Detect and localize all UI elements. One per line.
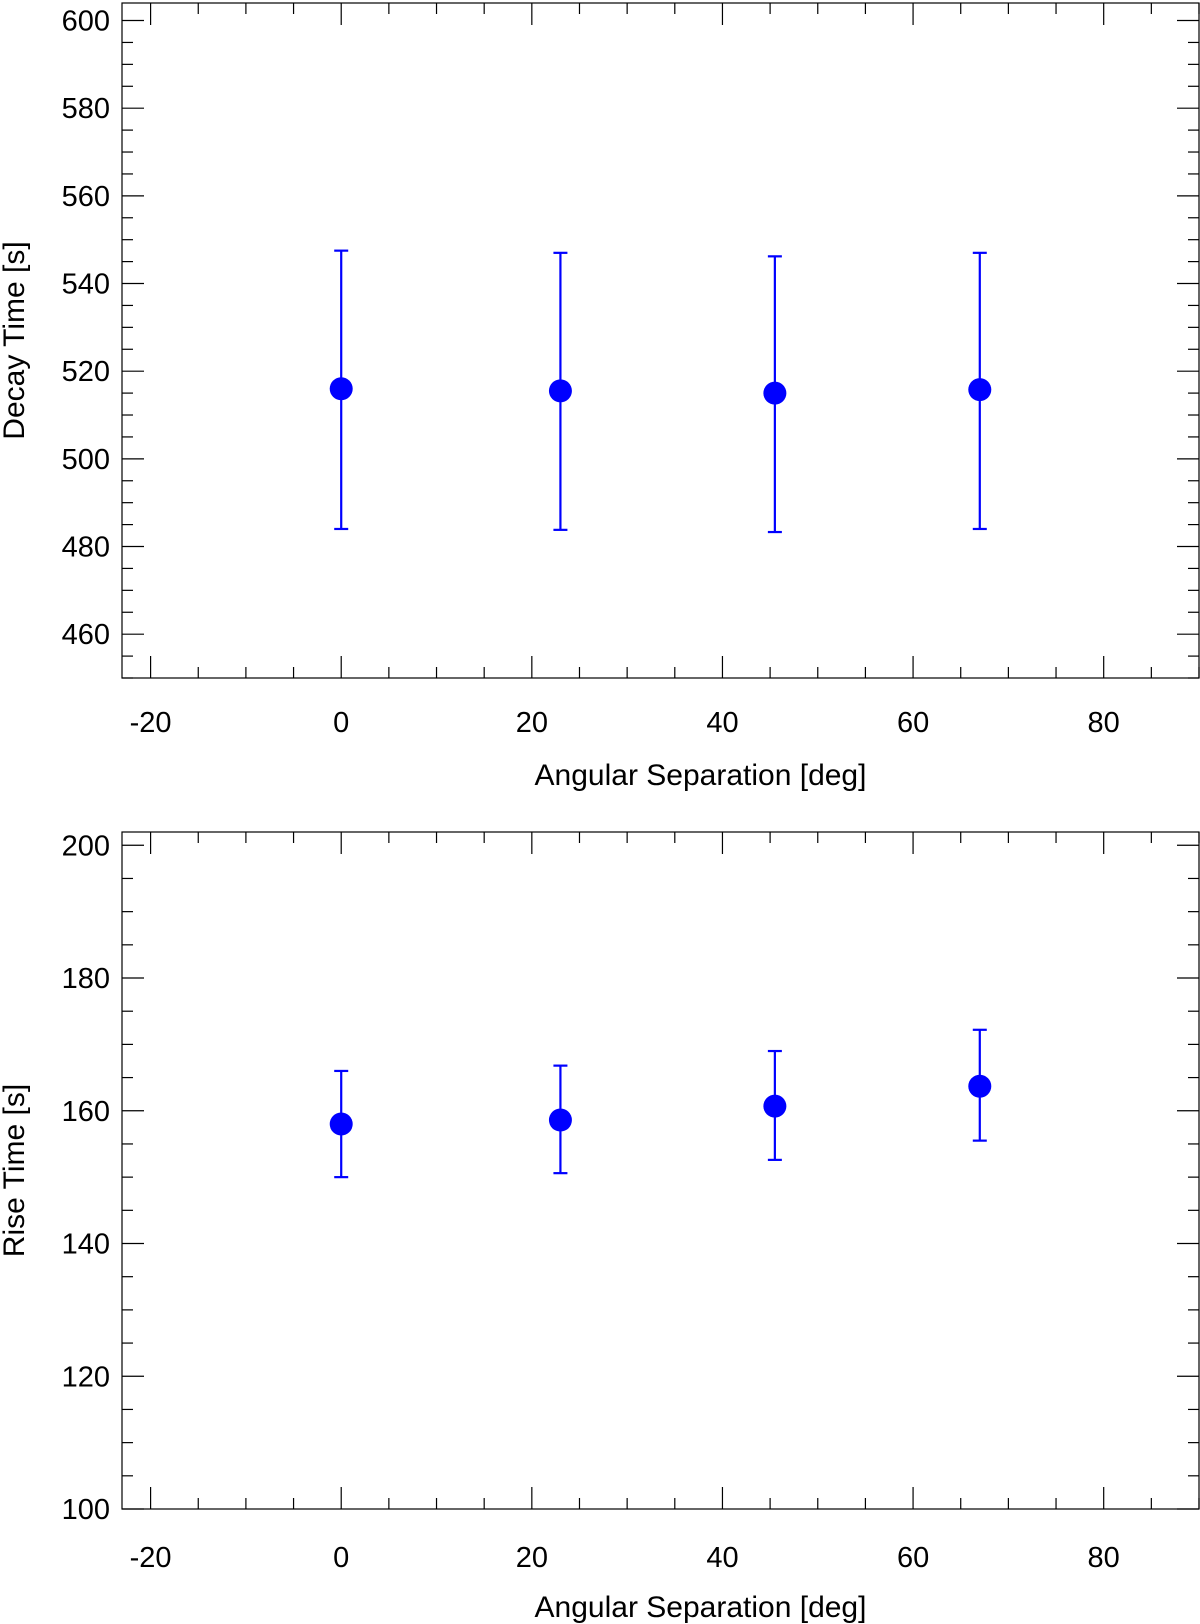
rise-time-panel: -20 0 20 40 60 80 100 120 140 160 180 200 Angular Se…	[0, 830, 1200, 1624]
y-tick-label: 500	[62, 444, 110, 476]
y-tick-label: 180	[62, 963, 110, 995]
x-tick-label: 20	[516, 1542, 548, 1574]
y-tick-label: 560	[62, 181, 110, 213]
data-point	[548, 379, 572, 403]
y-tick-label: 160	[62, 1096, 110, 1128]
x-tick-label: 60	[897, 1542, 929, 1574]
x-axis-label: Angular Separation [deg]	[535, 759, 867, 792]
x-tick-label: 20	[516, 707, 548, 739]
x-tick-label: 80	[1088, 707, 1120, 739]
x-tick-label: 40	[706, 1542, 738, 1574]
data-point	[548, 1108, 572, 1132]
data-point	[763, 1094, 787, 1118]
y-axis-label: Decay Time [s]	[0, 241, 31, 439]
y-tick-label: 100	[62, 1494, 110, 1526]
axes-frame	[121, 2, 1200, 679]
y-tick-label: 460	[62, 619, 110, 651]
axes-frame	[121, 831, 1200, 1510]
data-point	[968, 378, 992, 402]
data-point	[329, 1112, 353, 1136]
data-point	[329, 377, 353, 401]
x-tick-label: 40	[706, 707, 738, 739]
x-tick-label: -20	[130, 707, 172, 739]
y-tick-label: 140	[62, 1229, 110, 1261]
y-tick-label: 520	[62, 356, 110, 388]
y-tick-label: 120	[62, 1361, 110, 1393]
x-tick-label: 80	[1088, 1542, 1120, 1574]
x-tick-label: 0	[333, 1542, 349, 1574]
x-tick-label: 0	[333, 707, 349, 739]
x-tick-label: -20	[130, 1542, 172, 1574]
x-axis-label: Angular Separation [deg]	[535, 1591, 867, 1624]
x-tick-label: 60	[897, 707, 929, 739]
y-tick-label: 580	[62, 93, 110, 125]
decay-time-panel: -20 0 20 40 60 80 460 480 500 520 540 560 580 600 Angu…	[0, 2, 1200, 792]
data-point	[763, 381, 787, 405]
y-tick-label: 200	[62, 830, 110, 862]
y-tick-label: 480	[62, 532, 110, 564]
y-axis-label: Rise Time [s]	[0, 1084, 31, 1257]
y-tick-label: 540	[62, 269, 110, 301]
data-point	[968, 1074, 992, 1098]
y-tick-label: 600	[62, 6, 110, 38]
